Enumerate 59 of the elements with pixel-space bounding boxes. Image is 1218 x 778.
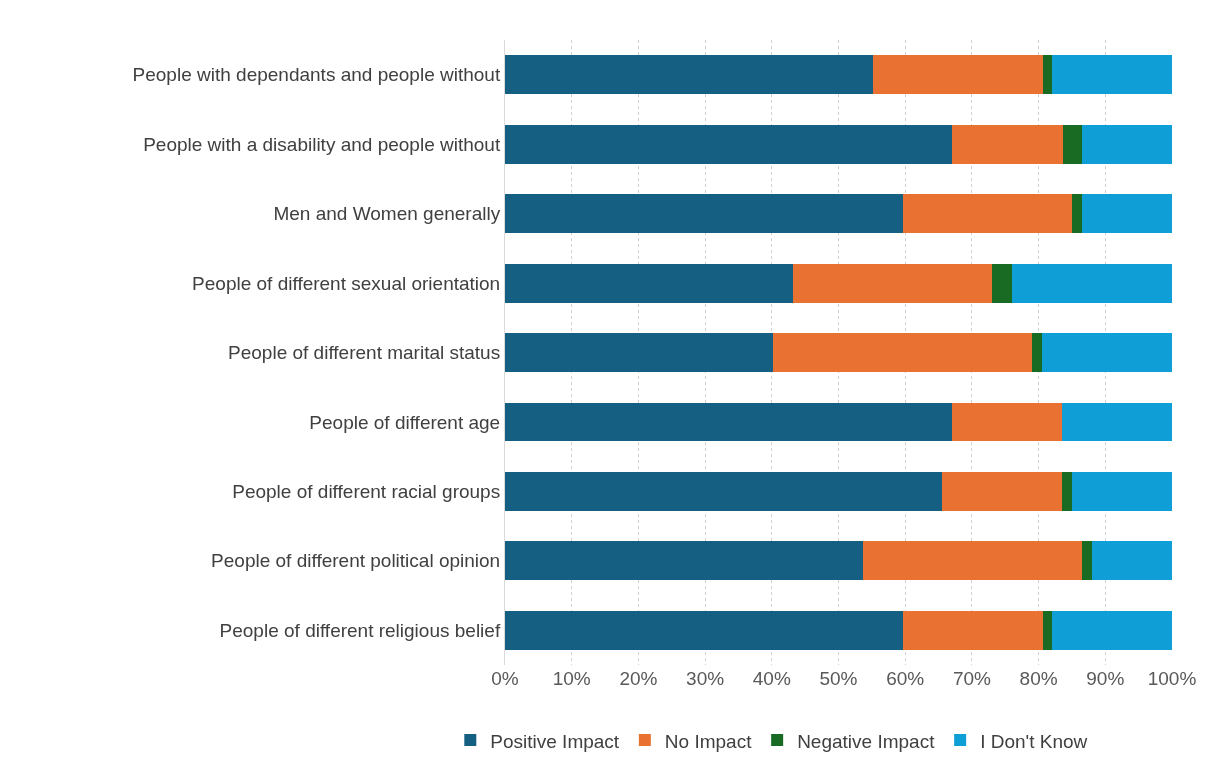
bar [505, 124, 952, 164]
bar [505, 541, 864, 581]
y-tick-label: People of different age [309, 411, 501, 433]
bar [991, 263, 1012, 303]
x-tick-label: 80% [1019, 668, 1058, 689]
y-tick-label: People with a disability and people without [143, 133, 501, 155]
bar [1041, 333, 1172, 372]
y-tick-label: People with dependants and people without [132, 64, 501, 86]
bar [1051, 55, 1172, 95]
bar [505, 194, 904, 234]
bar [863, 541, 1082, 581]
y-tick-label: People of different marital status [228, 342, 501, 364]
legend-label: No Impact [664, 730, 753, 752]
bar [505, 333, 774, 372]
bar [505, 55, 874, 95]
x-tick-label: 60% [886, 668, 925, 689]
y-tick-label: People of different religious belief [219, 619, 501, 641]
bar [505, 471, 942, 511]
bar [1081, 124, 1172, 164]
bar [1081, 194, 1172, 234]
x-tick-label: 90% [1086, 668, 1125, 689]
bar [941, 471, 1062, 511]
bar [903, 610, 1044, 650]
y-tick-label: People of different political opinion [211, 550, 501, 572]
legend-label: Positive Impact [490, 730, 620, 752]
bar [1051, 610, 1172, 650]
x-tick-label: 30% [686, 668, 725, 689]
y-tick-label: People of different sexual orientation [192, 272, 501, 294]
legend-label: Negative Impact [797, 730, 936, 752]
bar [1061, 471, 1072, 511]
bar [1031, 333, 1042, 372]
bar [873, 55, 1044, 95]
bar [773, 333, 1032, 372]
x-tick-label: 40% [752, 668, 791, 689]
x-tick-label: 20% [619, 668, 658, 689]
bar [1061, 402, 1172, 442]
bar [951, 402, 1062, 442]
bar [1011, 263, 1172, 303]
bar [505, 610, 904, 650]
x-tick-label: 100% [1147, 668, 1197, 689]
bar [505, 263, 794, 303]
bar [793, 263, 992, 303]
bar [1063, 124, 1082, 164]
y-tick-label: Men and Women generally [273, 203, 501, 225]
x-tick-label: 0% [491, 668, 519, 689]
bar [903, 194, 1072, 234]
bar [1091, 541, 1172, 581]
bar [1081, 541, 1092, 581]
bar [951, 124, 1064, 164]
bar [1071, 471, 1172, 511]
legend-label: I Don't Know [980, 730, 1088, 752]
bar [1043, 55, 1052, 95]
x-tick-label: 70% [952, 668, 992, 689]
x-tick-label: 10% [552, 668, 591, 689]
x-tick-label: 50% [819, 668, 858, 689]
bar [1071, 194, 1082, 234]
y-tick-label: People of different racial groups [232, 481, 501, 503]
bar [1043, 610, 1052, 650]
bar [505, 402, 952, 442]
